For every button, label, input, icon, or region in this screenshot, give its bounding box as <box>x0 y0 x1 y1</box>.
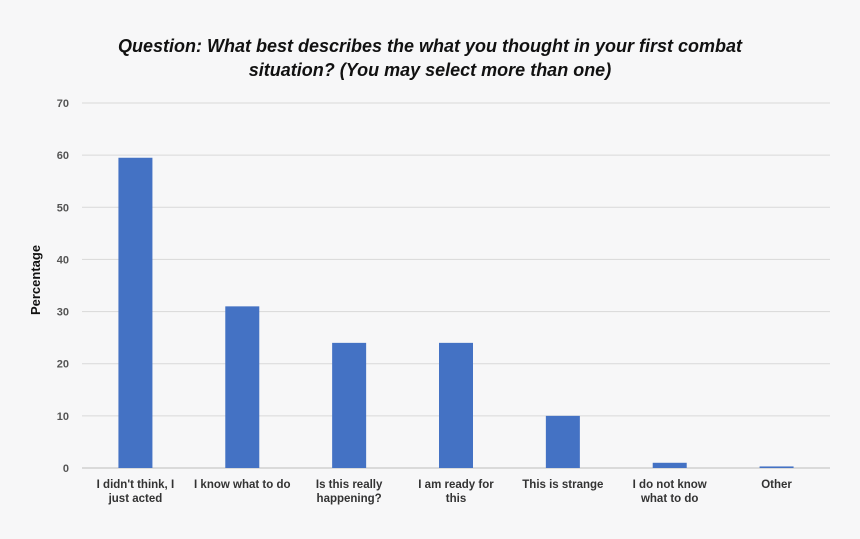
x-category-label: I do not know what to do <box>633 479 707 505</box>
bar <box>225 306 260 468</box>
y-tick-labels: 0 10 20 30 40 50 60 70 <box>57 98 69 475</box>
bars <box>118 157 794 468</box>
y-tick-label: 30 <box>57 307 69 319</box>
y-tick-label: 10 <box>57 411 69 423</box>
y-tick-label: 40 <box>57 254 69 266</box>
x-category-label: Other <box>761 479 792 491</box>
bar <box>652 462 687 468</box>
y-tick-label: 0 <box>63 463 69 475</box>
x-category-label: This is strange <box>522 479 603 491</box>
bar <box>759 466 794 468</box>
grid-lines <box>82 102 830 469</box>
y-tick-label: 60 <box>57 150 69 162</box>
x-category-label: I know what to do <box>194 479 290 491</box>
chart-title: Question: What best describes the what y… <box>117 36 743 80</box>
bar <box>118 157 153 468</box>
y-tick-label: 50 <box>57 202 69 214</box>
x-category-label: Is this really happening? <box>316 479 383 505</box>
y-axis-title: Percentage <box>28 245 43 315</box>
x-category-label: I am ready for this <box>418 479 494 505</box>
y-tick-label: 20 <box>57 359 69 371</box>
bar <box>332 342 367 468</box>
bar <box>439 342 473 468</box>
y-tick-label: 70 <box>57 98 69 110</box>
bar <box>545 415 580 468</box>
